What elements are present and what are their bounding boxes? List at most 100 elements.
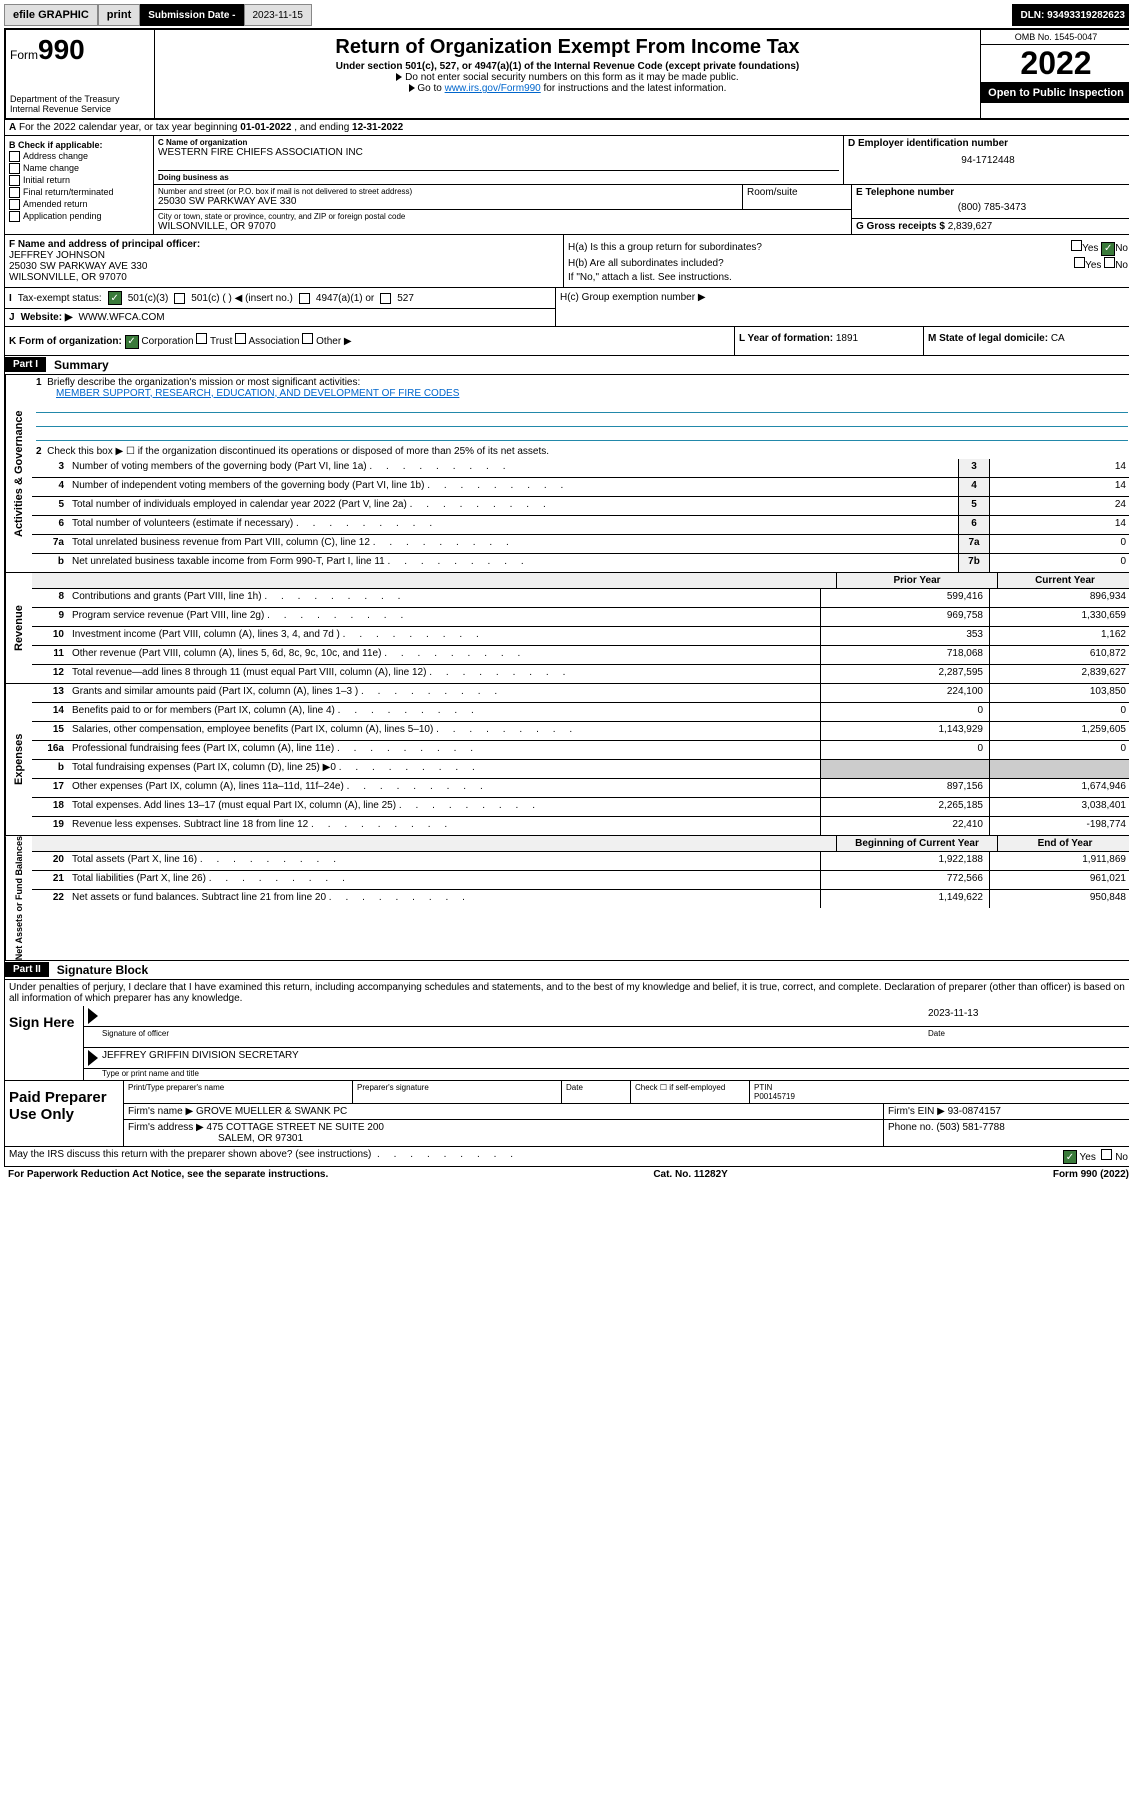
summary-row: 22Net assets or fund balances. Subtract …	[32, 890, 1129, 908]
part2-header: Part II Signature Block	[4, 961, 1129, 980]
footer-row: For Paperwork Reduction Act Notice, see …	[4, 1167, 1129, 1182]
firm-addr1: 475 COTTAGE STREET NE SUITE 200	[207, 1122, 384, 1133]
form-number: Form990	[10, 34, 150, 66]
dln-value: DLN: 93493319282623	[1012, 4, 1129, 26]
summary-row: 12Total revenue—add lines 8 through 11 (…	[32, 665, 1129, 683]
prep-name-label: Print/Type preparer's name	[124, 1081, 353, 1103]
summary-row: 20Total assets (Part X, line 16)1,922,18…	[32, 852, 1129, 871]
ein-label: D Employer identification number	[848, 138, 1128, 149]
tax-year: 2022	[981, 45, 1129, 83]
dba-label: Doing business as	[158, 173, 839, 182]
checkbox-address-change[interactable]	[9, 151, 20, 162]
org-name: WESTERN FIRE CHIEFS ASSOCIATION INC	[158, 147, 839, 158]
tab-expenses: Expenses	[5, 684, 32, 835]
pra-notice: For Paperwork Reduction Act Notice, see …	[8, 1169, 328, 1180]
cat-number: Cat. No. 11282Y	[653, 1169, 727, 1180]
summary-row: 8Contributions and grants (Part VIII, li…	[32, 589, 1129, 608]
sig-officer-label: Signature of officer	[102, 1029, 928, 1045]
city-label: City or town, state or province, country…	[158, 212, 847, 221]
tab-net-assets: Net Assets or Fund Balances	[5, 836, 32, 960]
tab-governance: Activities & Governance	[5, 375, 32, 572]
year-formation: L Year of formation: 1891	[735, 327, 924, 355]
summary-row: 11Other revenue (Part VIII, column (A), …	[32, 646, 1129, 665]
summary-row: 6Total number of volunteers (estimate if…	[32, 516, 1129, 535]
ein-value: 94-1712448	[848, 155, 1128, 166]
officer-addr2: WILSONVILLE, OR 97070	[9, 272, 127, 283]
checkbox-amended-return[interactable]	[9, 199, 20, 210]
end-year-header: End of Year	[997, 836, 1129, 851]
checkbox-initial-return[interactable]	[9, 175, 20, 186]
summary-governance: Activities & Governance 1 Briefly descri…	[4, 375, 1129, 573]
signature-block: Under penalties of perjury, I declare th…	[4, 980, 1129, 1081]
efile-graphic-button[interactable]: efile GRAPHIC	[4, 4, 98, 26]
summary-row: 15Salaries, other compensation, employee…	[32, 722, 1129, 741]
dept-treasury: Department of the Treasury	[10, 94, 150, 104]
hb-yes-checkbox[interactable]	[1074, 257, 1085, 268]
street-value: 25030 SW PARKWAY AVE 330	[158, 196, 738, 207]
501c3-checkbox[interactable]: ✓	[108, 291, 122, 305]
summary-row: 16aProfessional fundraising fees (Part I…	[32, 741, 1129, 760]
phone-label: E Telephone number	[856, 187, 1128, 198]
sign-here-label: Sign Here	[5, 1006, 84, 1080]
ptin-value: P00145719	[754, 1092, 1128, 1101]
ha-yes-checkbox[interactable]	[1071, 240, 1082, 251]
summary-row: bTotal fundraising expenses (Part IX, co…	[32, 760, 1129, 779]
gross-receipts: G Gross receipts $ 2,839,627	[852, 219, 1129, 234]
checkbox-name-change[interactable]	[9, 163, 20, 174]
summary-row: 17Other expenses (Part IX, column (A), l…	[32, 779, 1129, 798]
527-checkbox[interactable]	[380, 293, 391, 304]
summary-row: 5Total number of individuals employed in…	[32, 497, 1129, 516]
firm-name: GROVE MUELLER & SWANK PC	[196, 1106, 347, 1117]
street-label: Number and street (or P.O. box if mail i…	[158, 187, 738, 196]
prep-date-label: Date	[562, 1081, 631, 1103]
section-b-checkboxes: B Check if applicable: Address change Na…	[5, 136, 154, 234]
summary-row: 19Revenue less expenses. Subtract line 1…	[32, 817, 1129, 835]
assoc-checkbox[interactable]	[235, 333, 246, 344]
501c-checkbox[interactable]	[174, 293, 185, 304]
print-button[interactable]: print	[98, 4, 140, 26]
ptin-label: PTIN	[754, 1083, 1128, 1092]
state-domicile: M State of legal domicile: CA	[924, 327, 1129, 355]
discuss-yes-checkbox[interactable]: ✓	[1063, 1150, 1077, 1164]
checkbox-final-return[interactable]	[9, 187, 20, 198]
current-year-header: Current Year	[997, 573, 1129, 588]
org-name-label: C Name of organization	[158, 138, 839, 147]
prior-year-header: Prior Year	[836, 573, 997, 588]
trust-checkbox[interactable]	[196, 333, 207, 344]
paid-preparer-block: Paid Preparer Use Only Print/Type prepar…	[4, 1081, 1129, 1147]
mission-text[interactable]: MEMBER SUPPORT, RESEARCH, EDUCATION, AND…	[56, 388, 459, 399]
ha-label: H(a) Is this a group return for subordin…	[568, 242, 762, 253]
summary-row: 4Number of independent voting members of…	[32, 478, 1129, 497]
summary-row: 7aTotal unrelated business revenue from …	[32, 535, 1129, 554]
city-value: WILSONVILLE, OR 97070	[158, 221, 847, 232]
sig-date-label: Date	[928, 1029, 1128, 1045]
firm-addr2: SALEM, OR 97301	[128, 1133, 303, 1144]
officer-label: F Name and address of principal officer:	[9, 239, 200, 250]
form-subtitle: Under section 501(c), 527, or 4947(a)(1)…	[163, 61, 972, 72]
summary-row: 14Benefits paid to or for members (Part …	[32, 703, 1129, 722]
beginning-year-header: Beginning of Current Year	[836, 836, 997, 851]
hb-no-checkbox[interactable]	[1104, 257, 1115, 268]
line1-label: Briefly describe the organization's miss…	[47, 377, 360, 388]
checkbox-app-pending[interactable]	[9, 211, 20, 222]
4947-checkbox[interactable]	[299, 293, 310, 304]
paid-preparer-label: Paid Preparer Use Only	[5, 1081, 124, 1146]
corp-checkbox[interactable]: ✓	[125, 335, 139, 349]
sig-date: 2023-11-13	[928, 1008, 1128, 1024]
irs-discuss-row: May the IRS discuss this return with the…	[4, 1147, 1129, 1168]
summary-row: 9Program service revenue (Part VIII, lin…	[32, 608, 1129, 627]
discuss-no-checkbox[interactable]	[1101, 1149, 1112, 1160]
org-info-block: B Check if applicable: Address change Na…	[4, 136, 1129, 235]
instructions-link[interactable]: www.irs.gov/Form990	[445, 83, 541, 94]
other-checkbox[interactable]	[302, 333, 313, 344]
firm-ein: 93-0874157	[948, 1106, 1001, 1117]
ha-no-checkbox[interactable]: ✓	[1101, 242, 1115, 256]
phone-value: (800) 785-3473	[856, 202, 1128, 213]
website-label: Website: ▶	[21, 312, 73, 323]
submission-date-value: 2023-11-15	[244, 4, 312, 26]
row-a-tax-year: A For the 2022 calendar year, or tax yea…	[4, 120, 1129, 136]
prep-self-emp: Check ☐ if self-employed	[631, 1081, 750, 1103]
hc-label: H(c) Group exemption number ▶	[560, 292, 706, 303]
hb-note: If "No," attach a list. See instructions…	[568, 272, 1128, 283]
summary-row: 18Total expenses. Add lines 13–17 (must …	[32, 798, 1129, 817]
